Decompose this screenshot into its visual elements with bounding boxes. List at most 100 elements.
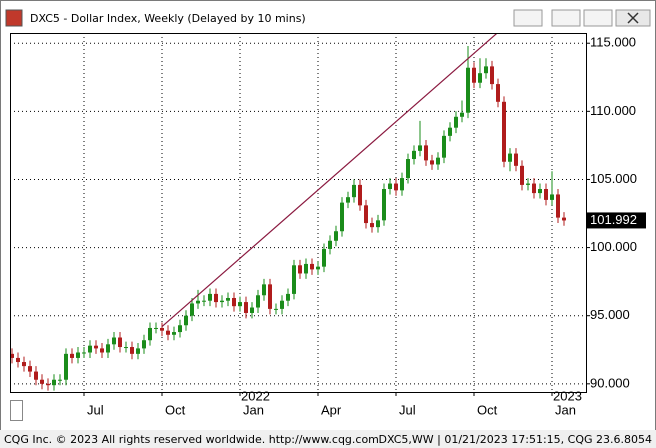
candle-body bbox=[562, 217, 566, 221]
y-tick-label: 105.000 bbox=[590, 171, 637, 186]
candle-body bbox=[106, 344, 110, 353]
candle-body bbox=[310, 263, 314, 270]
candle-body bbox=[52, 379, 56, 386]
candle-body bbox=[430, 160, 434, 165]
x-tick-label: Oct bbox=[165, 402, 186, 417]
y-tick-label: 90.000 bbox=[590, 375, 630, 390]
candle-body bbox=[376, 220, 380, 228]
year-label: 2022 bbox=[241, 388, 270, 403]
candle-body bbox=[70, 353, 74, 358]
x-tick-label: Jan bbox=[243, 402, 264, 417]
candle-body bbox=[118, 337, 122, 348]
candle-body bbox=[256, 295, 260, 308]
candle-body bbox=[16, 357, 20, 363]
candle-body bbox=[154, 327, 158, 329]
candle-body bbox=[292, 265, 296, 294]
candle-body bbox=[358, 184, 362, 206]
status-right: DXC5,WW | 01/21/2023 17:51:15, CQG 23.6.… bbox=[379, 433, 652, 446]
candle-body bbox=[40, 379, 44, 384]
candle-body bbox=[244, 302, 248, 313]
last-price-label: 101.992 bbox=[590, 212, 637, 227]
candle-body bbox=[148, 327, 152, 341]
candle-body bbox=[400, 178, 404, 191]
x-tick-label: Oct bbox=[477, 402, 498, 417]
candle-body bbox=[100, 348, 104, 353]
candle-body bbox=[298, 265, 302, 274]
candle-body bbox=[214, 293, 218, 303]
candle-body bbox=[346, 197, 350, 203]
candle-body bbox=[364, 205, 368, 224]
candle-body bbox=[328, 240, 332, 249]
year-label: 2023 bbox=[553, 388, 582, 403]
candle-body bbox=[454, 116, 458, 128]
x-tick-label: Jul bbox=[399, 402, 416, 417]
link-button[interactable] bbox=[513, 9, 543, 27]
candle-body bbox=[46, 383, 50, 386]
candle-body bbox=[11, 353, 14, 358]
candle-body bbox=[484, 66, 488, 74]
candle-body bbox=[388, 183, 392, 189]
x-tick-label: Jan bbox=[555, 402, 576, 417]
candle-body bbox=[160, 327, 164, 331]
candle-body bbox=[472, 67, 476, 83]
x-tick-label: Apr bbox=[321, 402, 342, 417]
candle-body bbox=[466, 67, 470, 113]
y-tick-label: 110.000 bbox=[590, 103, 636, 118]
candle-body bbox=[250, 307, 254, 313]
plot-frame bbox=[10, 33, 587, 393]
candle-body bbox=[406, 159, 410, 179]
maximize-button[interactable] bbox=[583, 9, 613, 27]
candle-body bbox=[274, 308, 278, 310]
candle-body bbox=[412, 150, 416, 160]
candle-body bbox=[370, 223, 374, 228]
candle-body bbox=[22, 362, 26, 367]
candle-body bbox=[448, 127, 452, 136]
candle-body bbox=[316, 266, 320, 270]
candle-body bbox=[94, 345, 98, 349]
candle-body bbox=[556, 194, 560, 218]
candle-body bbox=[508, 153, 512, 162]
candle-body bbox=[544, 188, 548, 200]
candle-body bbox=[424, 145, 428, 161]
candle-body bbox=[196, 300, 200, 304]
candle-body bbox=[28, 366, 32, 372]
close-icon bbox=[627, 12, 639, 24]
candle-body bbox=[178, 325, 182, 333]
app-icon bbox=[5, 9, 23, 27]
candle-body bbox=[460, 112, 464, 117]
candle-body bbox=[340, 202, 344, 232]
candle-body bbox=[478, 73, 482, 83]
candle-body bbox=[262, 284, 266, 296]
candle-body bbox=[184, 315, 188, 326]
candle-body bbox=[436, 157, 440, 165]
last-price-box bbox=[586, 212, 646, 229]
candle-body bbox=[136, 348, 140, 354]
window-title: DXC5 - Dollar Index, Weekly (Delayed by … bbox=[30, 12, 306, 25]
x-tick-label: Jul bbox=[87, 402, 104, 417]
candle-body bbox=[418, 145, 422, 151]
candle-body bbox=[538, 188, 542, 194]
candle-body bbox=[208, 293, 212, 301]
candle-body bbox=[268, 284, 272, 309]
candle-body bbox=[226, 297, 230, 301]
candle-body bbox=[520, 165, 524, 185]
candle-body bbox=[124, 347, 128, 349]
candle-body bbox=[532, 183, 536, 194]
candle-body bbox=[232, 297, 236, 307]
candle-body bbox=[442, 135, 446, 158]
scroll-handle[interactable] bbox=[10, 400, 23, 421]
candle-body bbox=[202, 300, 206, 302]
status-bar bbox=[0, 430, 656, 448]
candle-body bbox=[550, 194, 554, 200]
candle-body bbox=[220, 300, 224, 303]
candle-body bbox=[286, 293, 290, 301]
candle-body bbox=[526, 183, 530, 185]
candle-body bbox=[58, 379, 62, 381]
y-tick-label: 100.000 bbox=[590, 239, 637, 254]
trend-line bbox=[161, 34, 497, 328]
minimize-button[interactable] bbox=[551, 9, 581, 27]
candle-body bbox=[130, 347, 134, 354]
candle-body bbox=[82, 352, 86, 354]
